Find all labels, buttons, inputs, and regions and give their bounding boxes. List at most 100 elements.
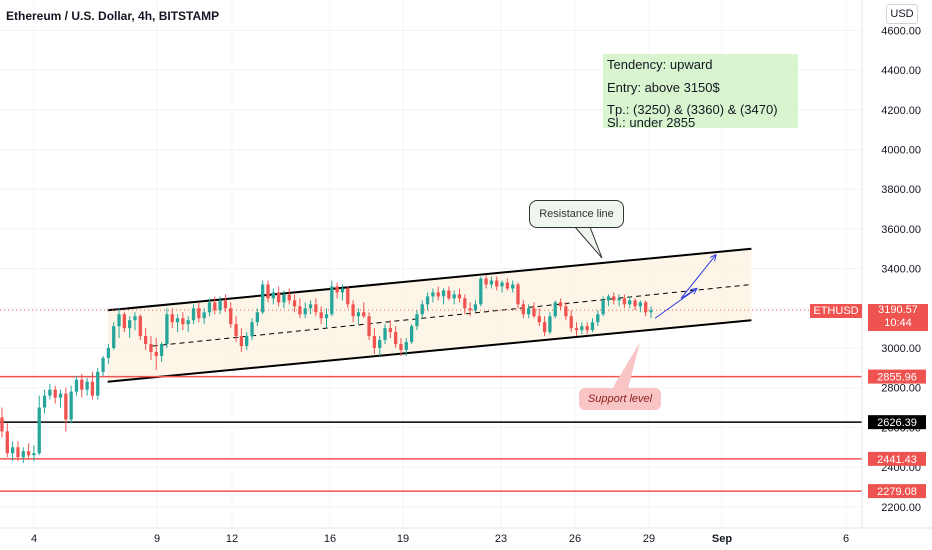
- candle-body: [644, 302, 648, 313]
- candle-body: [101, 357, 105, 372]
- candle-body: [457, 294, 462, 299]
- candle-body: [447, 290, 451, 299]
- candle-body: [138, 316, 142, 337]
- trade-note: Tendency: upward Entry: above 3150$ Tp.:…: [603, 54, 798, 130]
- x-tick-label: 16: [324, 533, 336, 545]
- candle-body: [330, 286, 334, 315]
- candle-body: [266, 284, 270, 299]
- candle-body: [181, 318, 185, 325]
- candle-body: [378, 340, 382, 348]
- x-tick-label: 29: [643, 533, 655, 545]
- level-price-tag: [868, 369, 926, 384]
- candle-body: [521, 304, 525, 315]
- candle-body: [638, 302, 643, 307]
- candle-body: [532, 308, 536, 317]
- y-tick-label: 3400.00: [881, 264, 921, 276]
- candle-body: [441, 290, 446, 297]
- x-tick-label: 23: [495, 533, 507, 545]
- level-price-label: 2626.39: [877, 417, 917, 429]
- candle-body: [261, 284, 265, 313]
- candle-body: [649, 310, 653, 313]
- candle-body: [548, 316, 552, 333]
- candle-body: [96, 371, 100, 396]
- candle-body: [596, 314, 600, 323]
- candle-body: [48, 389, 52, 396]
- candle-body: [612, 296, 616, 301]
- candle-body: [175, 318, 180, 323]
- candle-body: [53, 389, 57, 398]
- y-tick-label: 2800.00: [881, 383, 921, 395]
- candle-body: [10, 447, 15, 454]
- candle-body: [287, 294, 291, 301]
- candle-body: [505, 282, 510, 289]
- candle-body: [207, 302, 212, 313]
- y-axis[interactable]: 2200.002400.002600.002800.003000.003200.…: [861, 0, 926, 528]
- x-tick-label: Sep: [712, 533, 732, 545]
- candle-body: [42, 395, 47, 408]
- candle-body: [16, 447, 20, 458]
- candle-body: [553, 302, 557, 317]
- level-price-label: 2441.43: [877, 454, 917, 466]
- candle-body: [537, 316, 541, 323]
- resistance-callout-pointer: [573, 226, 603, 259]
- candle-body: [165, 314, 169, 345]
- x-tick-label: 12: [226, 533, 238, 545]
- note-tendency: Tendency: upward: [607, 57, 713, 72]
- last-price-tag: 3190.57 10:44: [868, 304, 928, 331]
- candle-body: [495, 280, 499, 287]
- candle-body: [112, 326, 116, 348]
- candle-body: [372, 336, 377, 348]
- currency-button[interactable]: USD: [886, 4, 918, 24]
- candle-body: [601, 300, 605, 315]
- candle-body: [356, 312, 361, 317]
- candle-body: [500, 282, 504, 287]
- candle-body: [250, 322, 254, 337]
- level-price-label: 2279.08: [877, 486, 917, 498]
- candle-body: [367, 316, 371, 337]
- y-tick-label: 2200.00: [881, 502, 921, 514]
- y-tick-label: 4200.00: [881, 105, 921, 117]
- candle-body: [404, 342, 408, 350]
- support-callout: Support level: [579, 388, 661, 410]
- y-tick-label: 3800.00: [881, 184, 921, 196]
- level-price-tag: [868, 451, 926, 466]
- projection-arrow-3: [680, 255, 716, 299]
- candle-body: [580, 326, 584, 331]
- candle-body: [585, 326, 589, 331]
- y-tick-label: 3600.00: [881, 224, 921, 236]
- level-price-tag: [868, 484, 926, 499]
- candles: [0, 274, 653, 464]
- support-line: [107, 319, 752, 383]
- y-tick-label: 4400.00: [881, 65, 921, 77]
- candle-body: [276, 292, 281, 303]
- candle-body: [32, 453, 36, 456]
- candle-body: [117, 314, 121, 327]
- projection-arrow-2: [680, 288, 698, 299]
- note-stop-loss: Sl.: under 2855: [607, 115, 696, 130]
- candle-body: [282, 294, 286, 303]
- candle-body: [558, 302, 563, 307]
- candle-body: [170, 314, 174, 323]
- y-tick-label: 4000.00: [881, 145, 921, 157]
- candle-body: [484, 278, 488, 285]
- candle-body: [526, 308, 531, 315]
- x-tick-label: 6: [843, 533, 849, 545]
- candle-body: [202, 312, 206, 319]
- candle-body: [606, 296, 611, 301]
- candle-body: [394, 332, 398, 345]
- candle-body: [90, 381, 95, 396]
- candle-body: [425, 296, 430, 305]
- y-tick-label: 3000.00: [881, 343, 921, 355]
- last-price: 3190.57: [878, 304, 918, 316]
- candle-body: [324, 314, 329, 319]
- symbol-tag: ETHUSD: [810, 304, 862, 318]
- candle-body: [420, 304, 424, 315]
- x-tick-label: 9: [154, 533, 160, 545]
- x-axis[interactable]: 4 9 12 16 19 23 26 29 Sep 6: [0, 527, 932, 545]
- candle-body: [564, 306, 568, 317]
- candle-body: [431, 292, 435, 297]
- channel-fill: [107, 248, 752, 382]
- candle-body: [159, 344, 164, 356]
- candle-body: [473, 304, 478, 311]
